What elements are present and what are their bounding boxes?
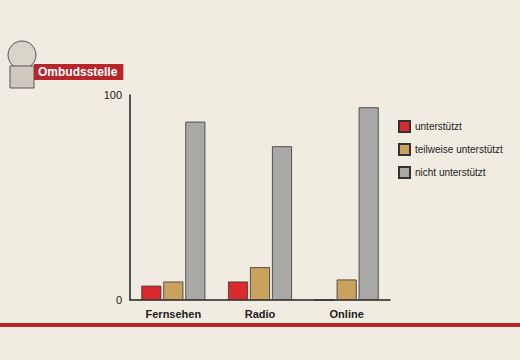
svg-text:Radio: Radio <box>245 308 276 320</box>
svg-text:nicht unterstützt: nicht unterstützt <box>415 167 486 178</box>
svg-text:100: 100 <box>104 89 122 101</box>
svg-text:Online: Online <box>330 308 364 320</box>
svg-text:Fernsehen: Fernsehen <box>146 308 202 320</box>
svg-text:unterstützt: unterstützt <box>415 121 462 132</box>
svg-text:0: 0 <box>116 294 122 306</box>
svg-text:Ombudsstelle: Ombudsstelle <box>38 65 118 79</box>
svg-text:teilweise unterstützt: teilweise unterstützt <box>415 144 503 155</box>
